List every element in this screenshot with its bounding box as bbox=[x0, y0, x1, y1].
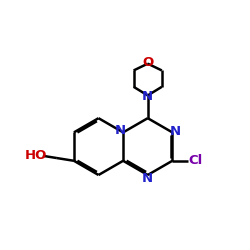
Text: Cl: Cl bbox=[188, 154, 203, 167]
Text: HO: HO bbox=[25, 149, 48, 162]
Text: O: O bbox=[142, 56, 153, 69]
Text: N: N bbox=[142, 90, 153, 103]
Text: N: N bbox=[170, 125, 180, 138]
Text: N: N bbox=[115, 124, 126, 136]
Text: N: N bbox=[142, 172, 153, 185]
